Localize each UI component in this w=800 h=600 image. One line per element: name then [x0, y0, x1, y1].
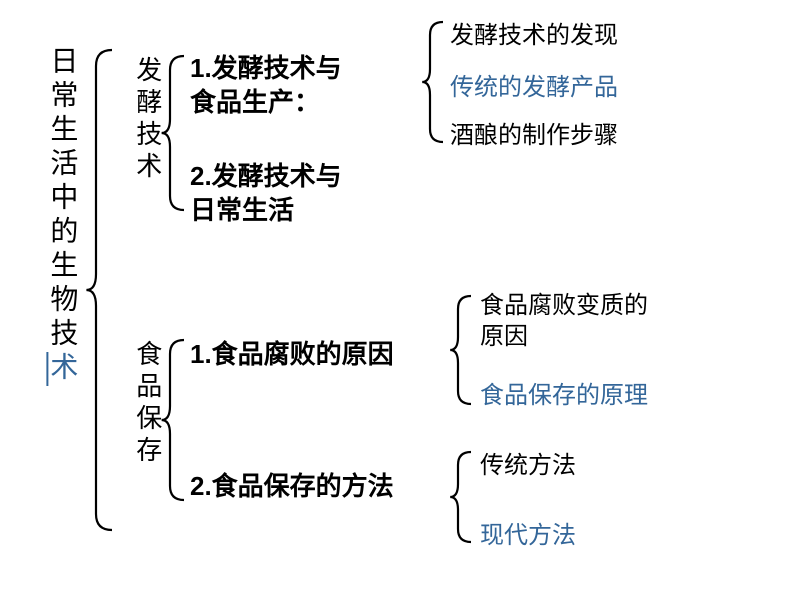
brace-b-i4 [0, 0, 800, 600]
